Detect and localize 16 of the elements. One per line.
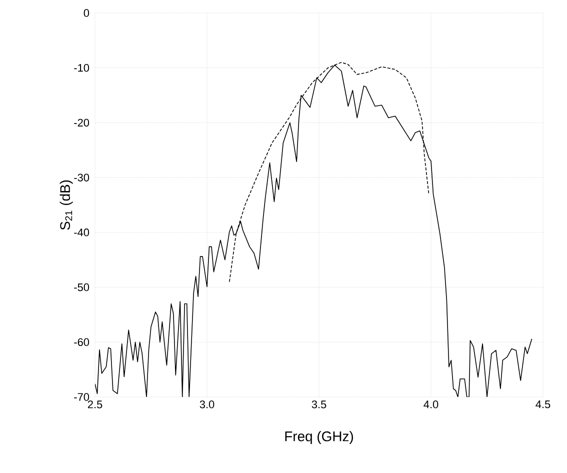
y-tick-label: 0 bbox=[84, 9, 90, 17]
y-tick-label: -70 bbox=[74, 393, 90, 401]
y-tick-label: -30 bbox=[74, 174, 90, 182]
y-tick-label: -20 bbox=[74, 118, 90, 127]
x-tick-label: 4.5 bbox=[536, 400, 550, 408]
y-tick-label: -10 bbox=[74, 64, 90, 72]
x-tick-label: 2.5 bbox=[88, 400, 102, 408]
x-axis-title: Freq (GHz) bbox=[285, 431, 353, 444]
x-tick-label: 4.0 bbox=[424, 400, 438, 408]
y-tick-label: -60 bbox=[74, 338, 90, 346]
y-tick-label: -50 bbox=[74, 283, 90, 292]
y-axis-title: S$_{21}$ (dB) bbox=[60, 180, 73, 230]
line-series bbox=[95, 64, 532, 397]
y-tick-label: -40 bbox=[74, 228, 90, 236]
x-tick-label: 3.5 bbox=[312, 400, 326, 408]
x-tick-label: 3.0 bbox=[200, 400, 214, 408]
